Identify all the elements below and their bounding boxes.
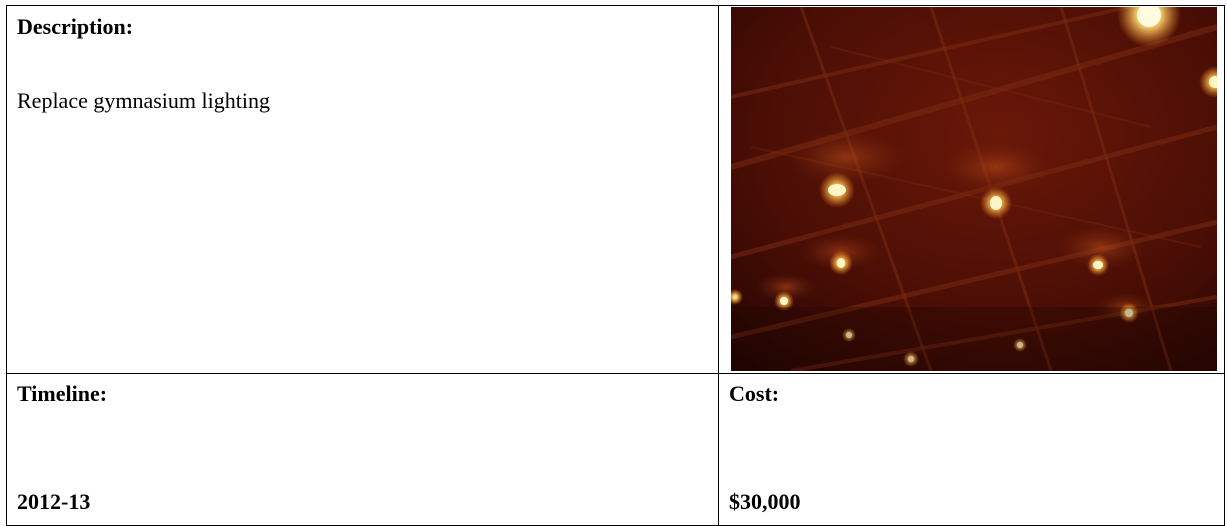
description-heading: Description: — [17, 14, 134, 39]
timeline-cell: Timeline: 2012-13 — [6, 373, 719, 526]
gymnasium-lighting-photo — [731, 7, 1217, 371]
timeline-heading: Timeline: — [17, 381, 108, 406]
cost-heading: Cost: — [729, 381, 780, 406]
description-cell: Description: Replace gymnasium lighting — [6, 5, 719, 374]
project-table: Description: Replace gymnasium lighting — [6, 5, 1225, 526]
photo-cell — [718, 5, 1225, 374]
cost-cell: Cost: $30,000 — [718, 373, 1225, 526]
ceiling-image — [731, 7, 1217, 371]
timeline-value: 2012-13 — [17, 489, 91, 514]
cost-value: $30,000 — [729, 489, 801, 514]
description-text: Replace gymnasium lighting — [17, 88, 270, 113]
